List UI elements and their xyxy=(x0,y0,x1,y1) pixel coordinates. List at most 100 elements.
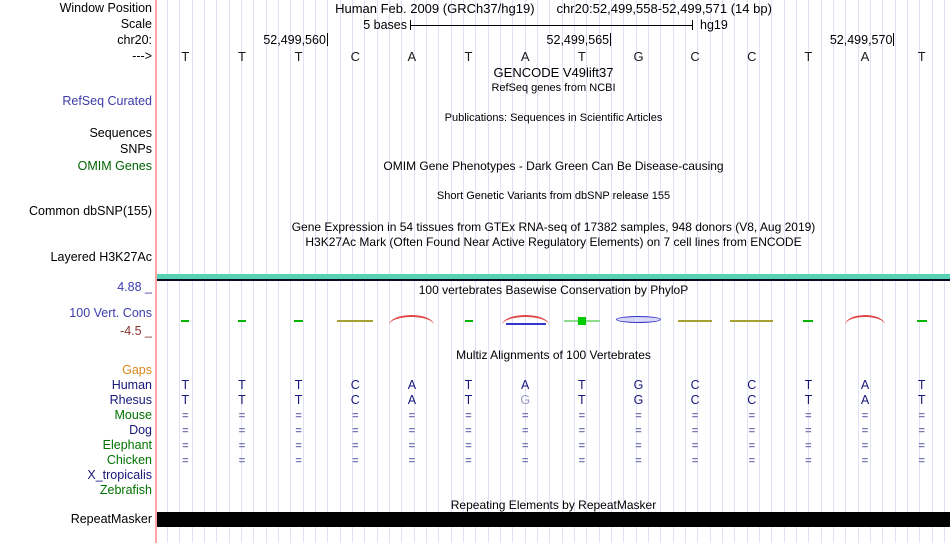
grid-line xyxy=(931,0,933,543)
title-repeatmasker[interactable]: Repeating Elements by RepeatMasker xyxy=(450,498,657,512)
grid-line xyxy=(586,0,588,543)
alignment-gap: = xyxy=(521,425,529,437)
left-guideline xyxy=(155,0,157,543)
label-repeatmasker[interactable]: RepeatMasker xyxy=(70,512,152,526)
title-refseq[interactable]: RefSeq genes from NCBI xyxy=(491,82,616,94)
alignment-gap: = xyxy=(635,440,642,452)
grid-line xyxy=(438,0,440,543)
alignment-gap: = xyxy=(182,425,189,437)
label-omim-genes[interactable]: OMIM Genes xyxy=(77,159,152,173)
alignment-gap: = xyxy=(748,455,756,467)
alignment-gap: = xyxy=(182,455,189,467)
grid-line xyxy=(475,0,477,543)
alignment-gap: = xyxy=(691,455,699,467)
title-phylop[interactable]: 100 vertebrates Basewise Conservation by… xyxy=(418,283,689,297)
alignment-base: T xyxy=(238,393,246,407)
alignment-gap: = xyxy=(635,455,642,467)
grid-line xyxy=(869,0,871,543)
sequence-base: T xyxy=(294,49,303,64)
label-window-position: Window Position xyxy=(59,1,152,15)
grid-line xyxy=(512,0,514,543)
grid-line xyxy=(943,0,945,543)
alignment-base: T xyxy=(181,378,190,392)
grid-line xyxy=(795,0,797,543)
alignment-gap: = xyxy=(408,455,416,467)
h3k27ac-signal-band[interactable] xyxy=(157,274,950,279)
alignment-gap: = xyxy=(408,410,416,422)
label-layered-h3k27ac[interactable]: Layered H3K27Ac xyxy=(50,250,152,264)
title-omim[interactable]: OMIM Gene Phenotypes - Dark Green Can Be… xyxy=(383,159,724,173)
grid-line xyxy=(401,0,403,543)
assembly-short-label: hg19 xyxy=(700,18,728,32)
alignment-gap: = xyxy=(521,455,529,467)
title-gtex[interactable]: Gene Expression in 54 tissues from GTEx … xyxy=(291,220,816,234)
ruler-tick-label: 52,499,565 xyxy=(546,33,610,47)
grid-line xyxy=(647,0,649,543)
grid-line xyxy=(524,0,526,543)
alignment-base: T xyxy=(294,378,303,392)
species-label-chicken[interactable]: Chicken xyxy=(106,453,152,467)
grid-line xyxy=(204,0,205,543)
alignment-base: T xyxy=(181,393,190,407)
alignment-gap: = xyxy=(635,410,642,422)
grid-line xyxy=(783,0,785,543)
title-publications[interactable]: Publications: Sequences in Scientific Ar… xyxy=(444,112,663,124)
scale-bar-left-tick xyxy=(410,20,411,30)
alignment-gap: = xyxy=(352,440,359,452)
grid-line xyxy=(820,0,822,543)
grid-line xyxy=(598,0,600,543)
phylop-peak-square xyxy=(577,316,586,325)
label-chromosome: chr20: xyxy=(117,33,152,47)
sequence-base: T xyxy=(238,49,246,64)
grid-line xyxy=(462,0,464,543)
repeatmasker-element-bar[interactable] xyxy=(157,512,950,527)
scale-bases-label: 5 bases xyxy=(363,18,407,32)
species-label-zebrafish[interactable]: Zebrafish xyxy=(99,483,152,497)
label-refseq-curated[interactable]: RefSeq Curated xyxy=(62,94,152,108)
species-label-x_tropicalis[interactable]: X_tropicalis xyxy=(87,468,152,482)
grid-line xyxy=(734,0,736,543)
alignment-base: T xyxy=(464,378,473,392)
alignment-base: T xyxy=(917,378,926,392)
grid-line xyxy=(339,0,341,543)
grid-line xyxy=(573,0,575,543)
ruler-tick-mark xyxy=(893,33,895,46)
alignment-gap: = xyxy=(578,425,586,437)
grid-line xyxy=(623,0,625,543)
alignment-gap: = xyxy=(691,440,699,452)
alignment-gap: = xyxy=(295,440,302,452)
label-100-vert-cons[interactable]: 100 Vert. Cons xyxy=(69,306,152,320)
scale-bar xyxy=(410,25,693,26)
species-label-dog[interactable]: Dog xyxy=(129,423,152,437)
alignment-gap: = xyxy=(521,440,529,452)
grid-line xyxy=(315,0,316,543)
grid-line xyxy=(832,0,834,543)
alignment-gap: = xyxy=(238,425,246,437)
sequence-base: T xyxy=(464,49,473,64)
grid-line xyxy=(660,0,662,543)
alignment-gap: = xyxy=(805,440,812,452)
species-label-rhesus[interactable]: Rhesus xyxy=(109,393,152,407)
alignment-base: A xyxy=(860,378,870,392)
grid-line xyxy=(906,0,908,543)
alignment-gap: = xyxy=(805,425,812,437)
grid-line xyxy=(697,0,699,543)
alignment-gap: = xyxy=(918,425,925,437)
species-label-human[interactable]: Human xyxy=(111,378,152,392)
label-snps[interactable]: SNPs xyxy=(120,142,152,156)
sequence-base: T xyxy=(804,49,813,64)
grid-line xyxy=(561,0,563,543)
label-conservation-max: 4.88 _ xyxy=(117,280,152,294)
alignment-base: C xyxy=(747,393,757,407)
title-dbsnp[interactable]: Short Genetic Variants from dbSNP releas… xyxy=(436,190,671,202)
species-label-elephant[interactable]: Elephant xyxy=(102,438,152,452)
label-sequences[interactable]: Sequences xyxy=(89,126,152,140)
species-label-gaps[interactable]: Gaps xyxy=(122,363,152,377)
sequence-base: A xyxy=(407,49,417,64)
label-common-dbsnp[interactable]: Common dbSNP(155) xyxy=(29,204,152,218)
title-gencode[interactable]: GENCODE V49lift37 xyxy=(493,65,614,80)
title-h3k27ac[interactable]: H3K27Ac Mark (Often Found Near Active Re… xyxy=(305,235,802,249)
title-multiz[interactable]: Multiz Alignments of 100 Vertebrates xyxy=(456,348,651,362)
window-position-title: Human Feb. 2009 (GRCh37/hg19) chr20:52,49… xyxy=(157,1,950,16)
species-label-mouse[interactable]: Mouse xyxy=(114,408,152,422)
